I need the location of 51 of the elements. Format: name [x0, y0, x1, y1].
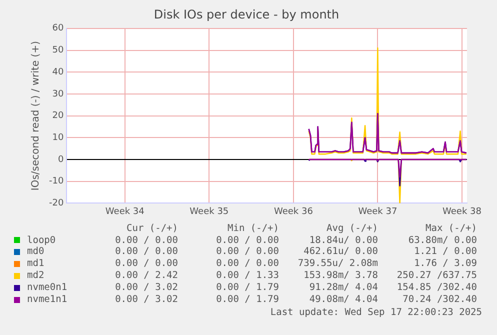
x-tick-label: Week 37 — [358, 206, 398, 217]
text: 0.00 / 0.00 — [115, 234, 178, 246]
legend-label: loop0 — [27, 234, 56, 246]
y-tick-label: -20 — [48, 198, 64, 209]
text: 0.00 / 3.02 — [115, 294, 178, 305]
text: 1.21 / 0.00 — [414, 246, 477, 258]
text: Cur (-/+) — [126, 222, 178, 234]
text: 0.00 / 0.00 — [115, 258, 178, 270]
text: 154.85 /302.40 — [396, 282, 477, 294]
legend-label: md2 — [27, 270, 44, 282]
y-tick-label: 60 — [52, 24, 64, 34]
x-tick-label: Week 38 — [442, 206, 482, 217]
text: 0.00 / 3.02 — [115, 282, 178, 294]
text: 18.84u/ 0.00 — [309, 234, 378, 246]
text: Min (-/+) — [228, 222, 279, 234]
text: 49.08m/ 4.04 — [309, 294, 378, 305]
x-tick-label: Week 34 — [105, 206, 145, 217]
legend-label: md0 — [27, 246, 44, 258]
text: 0.00 / 1.33 — [216, 270, 279, 282]
text: Last update: Wed Sep 17 22:00:23 2025 — [270, 306, 482, 318]
legend-label: nvme0n1 — [27, 282, 68, 294]
text: 739.55u/ 2.08m — [298, 258, 378, 270]
y-tick-label: -10 — [48, 176, 64, 187]
text: 0.00 / 0.00 — [115, 246, 178, 258]
chart-title: Disk IOs per device - by month — [154, 7, 340, 22]
y-tick-label: 0 — [58, 154, 64, 165]
text: Avg (-/+) — [326, 222, 378, 234]
y-axis-title: IOs/second read (-) / write (+) — [30, 40, 42, 191]
text: 70.24 /302.40 — [402, 294, 477, 305]
text: 1.76 / 3.09 — [414, 258, 477, 270]
text: 250.27 /637.75 — [396, 270, 477, 282]
text: 153.98m/ 3.78 — [304, 270, 378, 282]
y-tick-label: 50 — [52, 46, 64, 56]
legend-label: nvme1n1 — [27, 294, 68, 305]
text: 91.28m/ 4.04 — [309, 282, 378, 294]
y-tick-label: 40 — [52, 67, 64, 78]
text: 0.00 / 1.79 — [216, 282, 279, 294]
text: 0.00 / 1.79 — [216, 294, 279, 305]
legend-label: md1 — [27, 258, 44, 270]
text: 0.00 / 2.42 — [115, 270, 178, 282]
text: Max (-/+) — [426, 222, 477, 234]
y-tick-label: 30 — [52, 89, 64, 100]
y-tick-label: 20 — [52, 111, 64, 122]
x-tick-label: Week 36 — [274, 206, 314, 217]
y-tick-label: 10 — [52, 132, 64, 143]
text: 462.61u/ 0.00 — [304, 246, 378, 258]
text: 0.00 / 0.00 — [216, 258, 279, 270]
text: 0.00 / 0.00 — [216, 234, 279, 246]
x-tick-label: Week 35 — [190, 206, 229, 217]
text: 63.80m/ 0.00 — [408, 234, 477, 246]
text: 0.00 / 0.00 — [216, 246, 279, 258]
